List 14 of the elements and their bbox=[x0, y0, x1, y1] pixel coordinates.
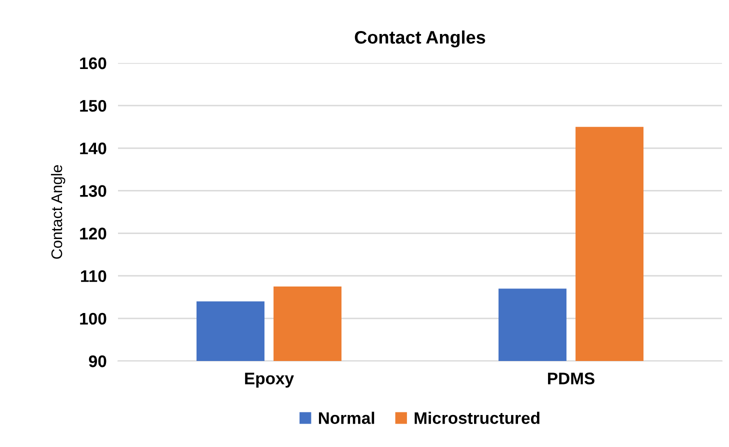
y-tick-label: 120 bbox=[80, 228, 106, 240]
y-tick-label: 130 bbox=[80, 185, 106, 197]
y-tick-label: 100 bbox=[80, 312, 106, 325]
y-tick-label: 90 bbox=[88, 355, 106, 368]
y-tick-label: 150 bbox=[80, 100, 106, 112]
chart-title: Contact Angles bbox=[354, 30, 486, 48]
x-tick-label: Epoxy bbox=[245, 372, 294, 388]
legend-label: Microstructured bbox=[414, 412, 540, 424]
x-tick-label: PDMS bbox=[548, 372, 594, 384]
y-tick-label: 140 bbox=[80, 142, 106, 154]
y-axis-title: Contact Angle bbox=[50, 165, 66, 259]
y-tick-label: 110 bbox=[81, 270, 106, 282]
legend-label: Normal bbox=[318, 412, 374, 424]
y-tick-label: 160 bbox=[80, 57, 106, 70]
